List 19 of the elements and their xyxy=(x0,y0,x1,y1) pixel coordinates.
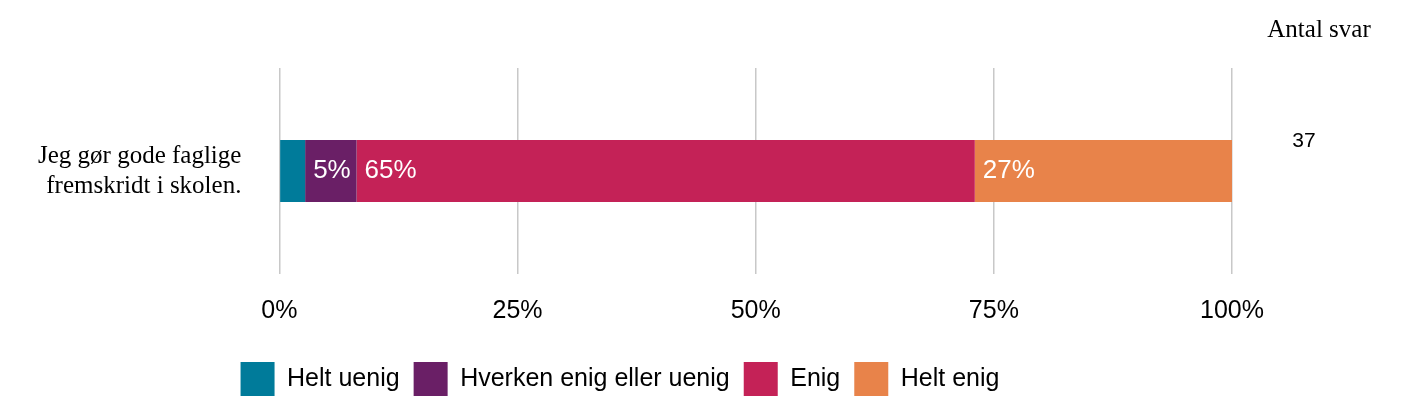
bar xyxy=(305,140,357,202)
text: Antal svar xyxy=(1267,14,1372,42)
legend-label: Helt enig xyxy=(900,362,1000,391)
x-tick-label: 50% xyxy=(730,294,781,323)
data-label: 27% xyxy=(982,154,1035,185)
text: 37 xyxy=(1292,127,1316,151)
bar xyxy=(280,140,306,202)
x-tick-label: 100% xyxy=(1200,294,1264,323)
bar xyxy=(974,140,1232,202)
x-tick-label: 75% xyxy=(968,294,1019,323)
x-tick-label: 25% xyxy=(492,294,543,323)
data-label: 65% xyxy=(364,154,417,185)
x-tick-label: 0% xyxy=(261,294,298,323)
legend-label: Enig xyxy=(790,362,841,391)
bar xyxy=(356,140,975,202)
legend-label: Helt uenig xyxy=(287,362,400,391)
legend-label: Hverken enig eller uenig xyxy=(460,362,730,391)
y-tick-label: Jeg gør gode faglige fremskridt i skolen. xyxy=(38,140,242,198)
data-label: 5% xyxy=(313,154,351,185)
